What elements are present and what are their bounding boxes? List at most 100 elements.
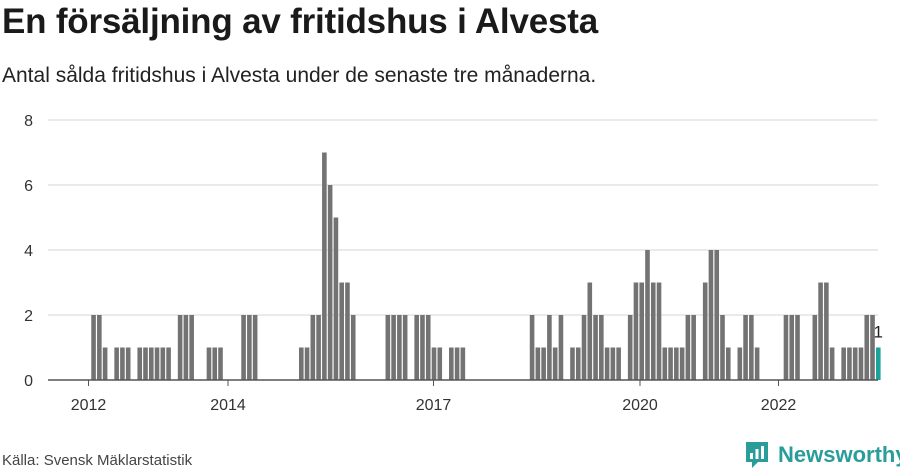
x-tick-label: 2022	[761, 397, 797, 414]
bar	[749, 315, 754, 380]
bar	[449, 347, 454, 380]
bar	[691, 315, 696, 380]
bar	[414, 315, 419, 380]
source-note: Källa: Svensk Mäklarstatistik	[2, 452, 193, 469]
bar	[535, 347, 541, 380]
bar	[725, 347, 731, 380]
bar	[570, 347, 575, 380]
bar	[841, 347, 846, 380]
bar	[639, 282, 645, 380]
bar	[633, 282, 639, 380]
bar	[322, 152, 327, 380]
bar	[627, 315, 633, 380]
bar	[656, 282, 662, 380]
bar	[402, 315, 408, 380]
bar	[679, 347, 685, 380]
bar	[650, 282, 656, 380]
bar-chart: 0 2 4 6 8 1 2012 2014 2017 2020 2022	[24, 113, 883, 414]
bar	[529, 315, 535, 380]
bar	[737, 347, 743, 380]
bar	[420, 315, 425, 380]
bar	[604, 347, 610, 380]
brand-name: Newsworthy	[778, 442, 900, 467]
bar	[593, 315, 598, 380]
bar	[437, 347, 443, 380]
brand-logo[interactable]: Newsworthy	[744, 440, 900, 470]
bar	[783, 315, 789, 380]
bar	[552, 347, 558, 380]
bar	[391, 315, 396, 380]
bar	[125, 347, 131, 380]
y-tick-label: 0	[24, 373, 33, 390]
x-tick-label: 2020	[622, 397, 658, 414]
bar	[668, 347, 673, 380]
bar	[212, 347, 218, 380]
bar	[547, 315, 552, 380]
last-value-label: 1	[874, 323, 883, 342]
bar	[91, 315, 96, 380]
bar	[143, 347, 148, 380]
bar	[247, 315, 252, 380]
bar	[575, 347, 581, 380]
bar	[102, 347, 108, 380]
bar	[298, 347, 304, 380]
bar	[166, 347, 171, 380]
bar	[743, 315, 748, 380]
bar	[616, 347, 621, 380]
bar	[327, 185, 333, 380]
bar	[812, 315, 818, 380]
bar	[183, 315, 189, 380]
bar	[541, 347, 546, 380]
bar	[714, 250, 720, 380]
bar	[97, 315, 102, 380]
bar	[720, 315, 725, 380]
x-tick-label: 2017	[416, 397, 452, 414]
bar	[431, 347, 437, 380]
bar	[587, 282, 593, 380]
bar	[454, 347, 460, 380]
bar	[241, 315, 246, 380]
bar	[350, 315, 356, 380]
bar	[114, 347, 119, 380]
newsworthy-logo-icon	[746, 442, 768, 468]
bar	[177, 315, 183, 380]
bar	[304, 347, 310, 380]
bar	[460, 347, 466, 380]
bar	[674, 347, 679, 380]
bar	[425, 315, 431, 380]
bar-latest	[875, 347, 881, 380]
chart-title: En försäljning av fritidshus i Alvesta	[2, 2, 598, 41]
bar	[829, 347, 835, 380]
bar	[685, 315, 691, 380]
bar	[702, 282, 708, 380]
bar	[120, 347, 125, 380]
bar	[795, 315, 800, 380]
bar	[310, 315, 316, 380]
bar	[148, 347, 154, 380]
bar	[581, 315, 587, 380]
bar	[864, 315, 870, 380]
bar	[610, 347, 616, 380]
bar	[870, 315, 875, 380]
y-tick-label: 4	[24, 243, 33, 260]
bar	[137, 347, 143, 380]
y-tick-label: 6	[24, 178, 33, 195]
bar	[662, 347, 668, 380]
bar	[847, 347, 852, 380]
x-tick-label: 2012	[71, 397, 107, 414]
bar	[558, 315, 564, 380]
bar	[599, 315, 604, 380]
bar	[252, 315, 258, 380]
bar	[218, 347, 223, 380]
bar	[645, 250, 650, 380]
chart-subtitle: Antal sålda fritidshus i Alvesta under d…	[2, 64, 597, 87]
y-tick-label: 2	[24, 308, 33, 325]
bar	[206, 347, 212, 380]
bar	[189, 315, 194, 380]
x-tick-label: 2014	[210, 397, 246, 414]
bar	[345, 282, 350, 380]
bar	[385, 315, 391, 380]
bar	[708, 250, 714, 380]
bar	[824, 282, 829, 380]
bar	[339, 282, 344, 380]
